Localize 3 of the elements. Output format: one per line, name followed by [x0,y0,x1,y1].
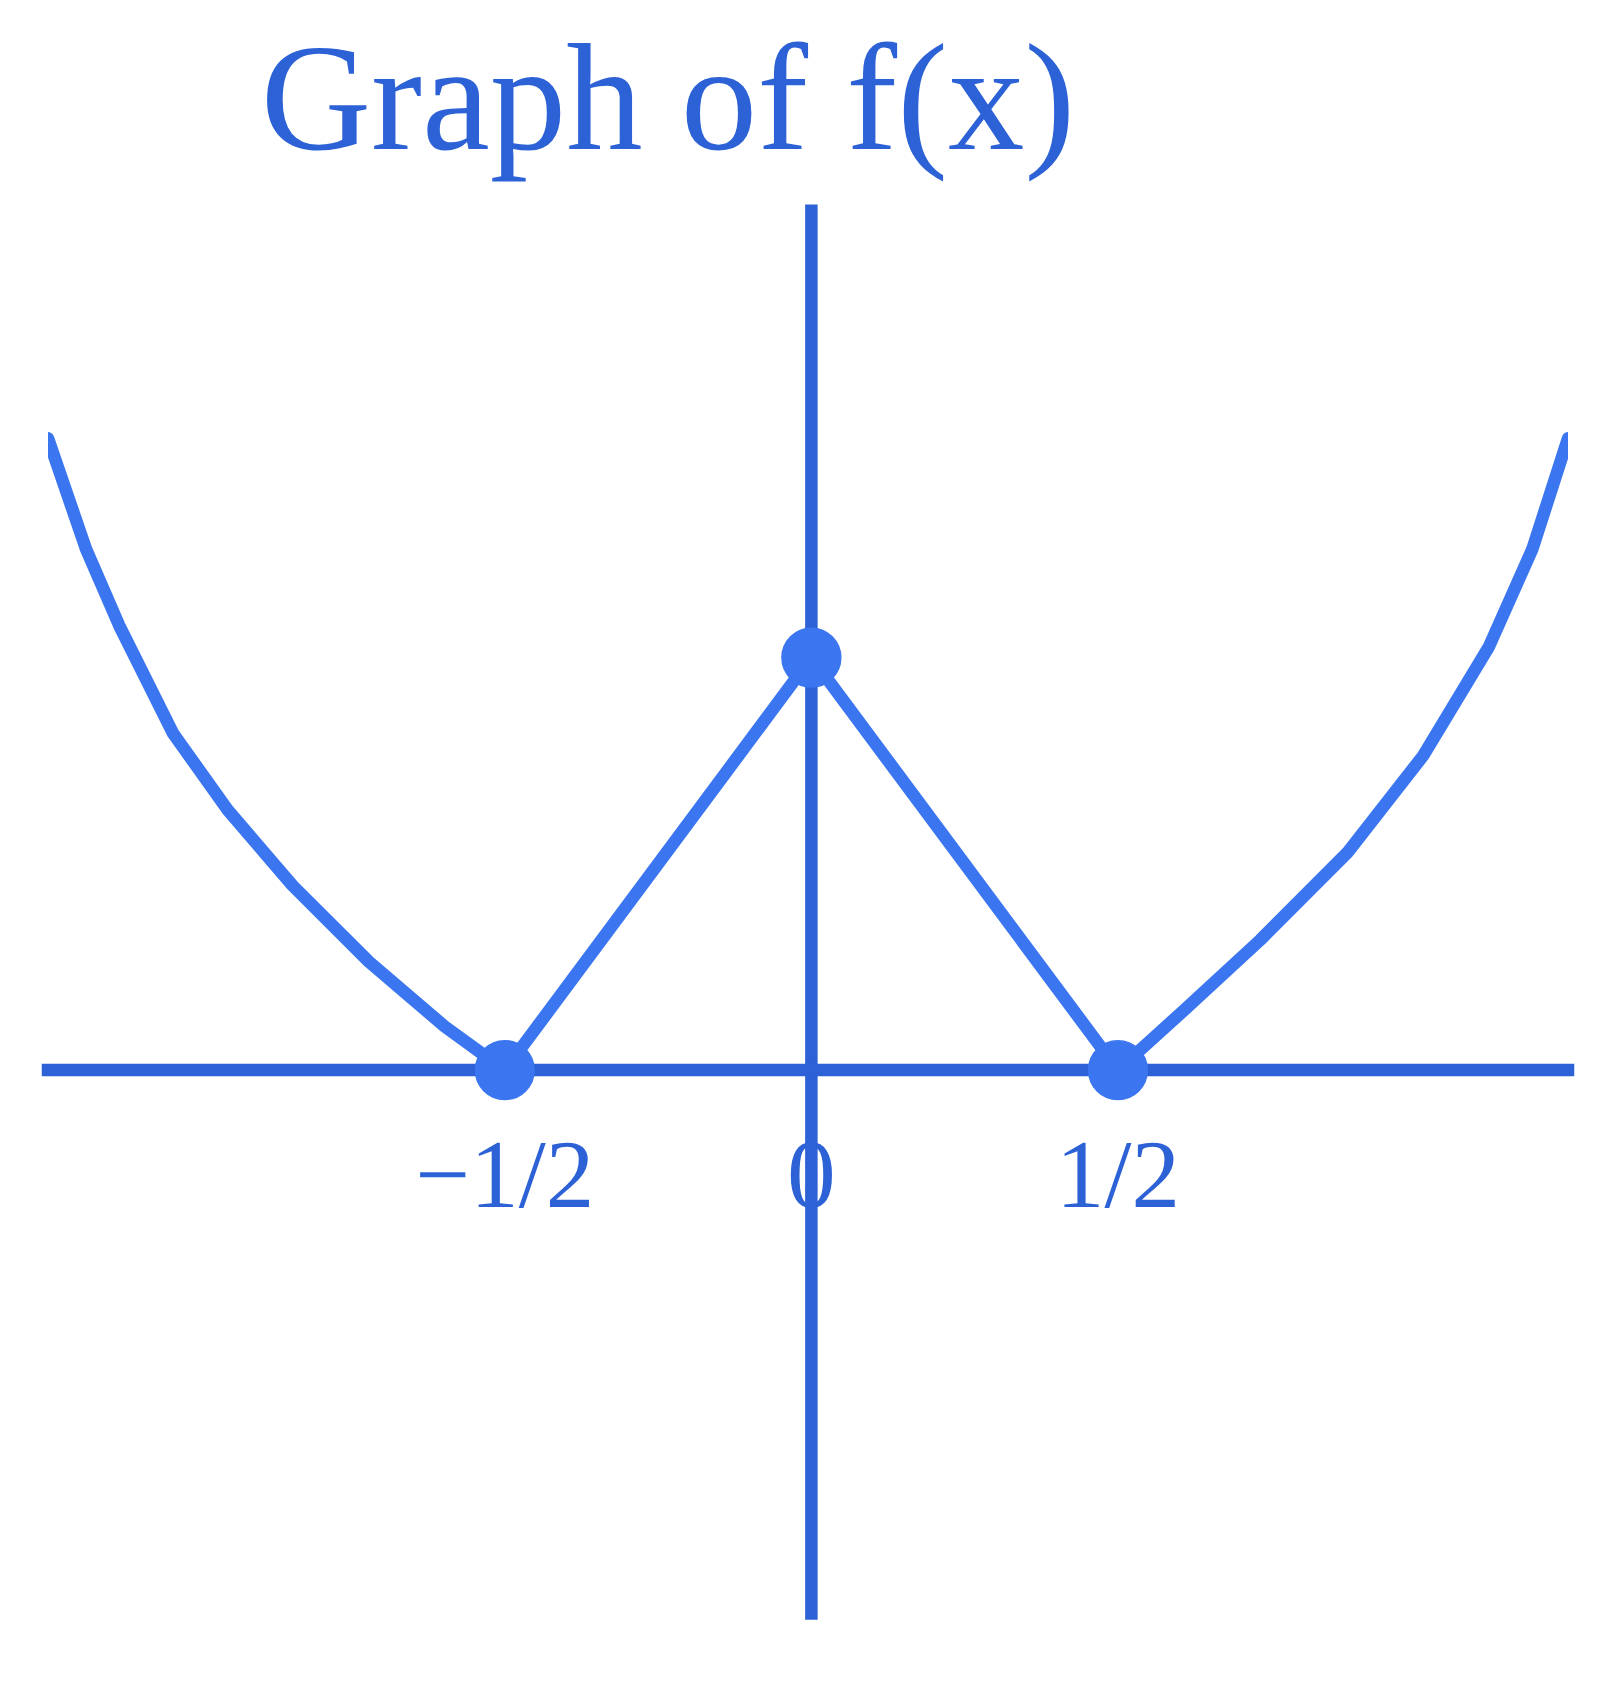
x-tick-label: 1/2 [1064,1142,1175,1208]
x-tick-label: −1/2 [420,1142,589,1208]
chart-title: Graph of f(x) [267,41,1069,182]
